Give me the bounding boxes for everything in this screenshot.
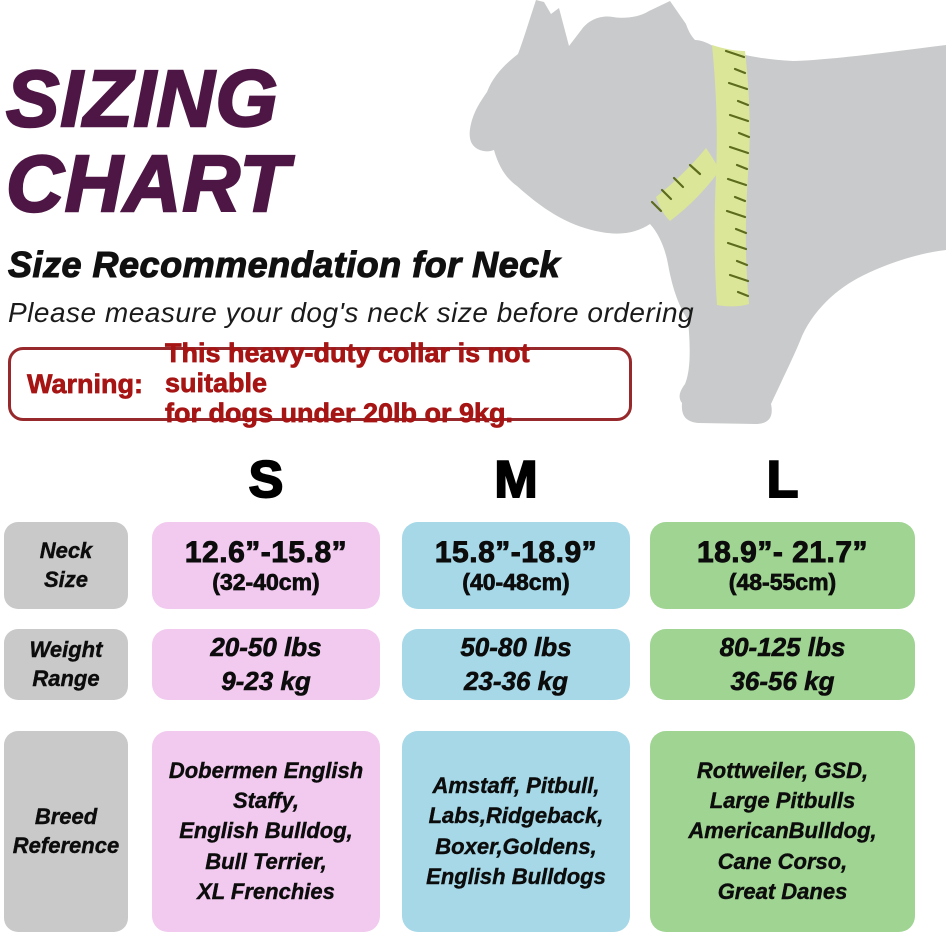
weight-l-lbs: 80-125 lbs [719, 631, 846, 662]
row-label-neck-size: Neck Size [4, 522, 128, 609]
warning-text: This heavy-duty collar is not suitable f… [164, 338, 530, 428]
neck-size-s-cm: (32-40cm) [212, 569, 320, 596]
measuring-tape-branch [656, 148, 720, 221]
cell-breeds-m: Amstaff, Pitbull, Labs,Ridgeback, Boxer,… [402, 731, 630, 932]
measuring-tape [650, 45, 751, 307]
neck-size-l-inches: 18.9”- 21.7” [696, 535, 869, 569]
weight-m-kg: 23-36 kg [463, 665, 569, 696]
row-label-weight-range: Weight Range [4, 629, 128, 700]
tape-tick-marks [650, 49, 751, 298]
page-subtitle: Size Recommendation for Neck [7, 243, 561, 285]
cell-neck-size-l: 18.9”- 21.7” (48-55cm) [650, 522, 915, 609]
cell-neck-size-m: 15.8”-18.9” (40-48cm) [402, 522, 630, 609]
warning-label: Warning: [27, 368, 144, 399]
measure-note: Please measure your dog's neck size befo… [8, 297, 695, 328]
cell-weight-s: 20-50 lbs 9-23 kg [152, 629, 380, 700]
breeds-l-list: Rottweiler, GSD, Large Pitbulls American… [688, 757, 877, 905]
neck-size-l-cm: (48-55cm) [728, 569, 837, 596]
cell-weight-l: 80-125 lbs 36-56 kg [650, 629, 915, 700]
column-header-s: S [248, 450, 285, 510]
column-header-m: M [493, 450, 538, 510]
weight-l-kg: 36-56 kg [730, 665, 835, 696]
cell-neck-size-s: 12.6”-15.8” (32-40cm) [152, 522, 380, 609]
measuring-tape-strip [712, 45, 750, 307]
page-title: SIZING CHART [5, 54, 290, 228]
warning-box: Warning: This heavy-duty collar is not s… [8, 338, 632, 428]
breeds-s-list: Dobermen English Staffy, English Bulldog… [168, 757, 364, 905]
dog-silhouette [469, 0, 946, 424]
cell-breeds-s: Dobermen English Staffy, English Bulldog… [152, 731, 380, 932]
dog-illustration [469, 0, 946, 424]
row-label-breed-reference: Breed Reference [4, 731, 128, 932]
neck-size-m-inches: 15.8”-18.9” [434, 535, 598, 569]
cell-breeds-l: Rottweiler, GSD, Large Pitbulls American… [650, 731, 915, 932]
weight-s-kg: 9-23 kg [221, 665, 311, 696]
weight-s-lbs: 20-50 lbs [210, 631, 322, 662]
column-header-l: L [766, 450, 800, 510]
neck-size-s-inches: 12.6”-15.8” [184, 535, 348, 569]
weight-m-lbs: 50-80 lbs [460, 631, 572, 662]
cell-weight-m: 50-80 lbs 23-36 kg [402, 629, 630, 700]
breeds-m-list: Amstaff, Pitbull, Labs,Ridgeback, Boxer,… [426, 772, 606, 889]
neck-size-m-cm: (40-48cm) [462, 569, 570, 596]
